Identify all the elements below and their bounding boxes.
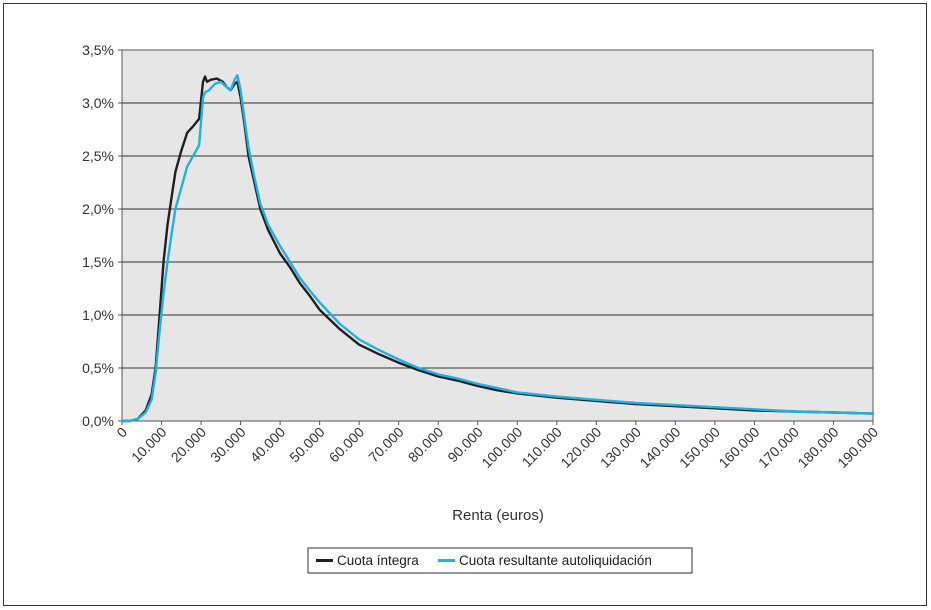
grid-lines <box>122 102 873 369</box>
legend-label-cuota-resultante: Cuota resultante autoliquidación <box>459 553 652 568</box>
y-tick-label: 3,5% <box>82 42 114 58</box>
series-lines <box>120 74 875 423</box>
y-tick-label: 0,5% <box>82 360 114 376</box>
x-axis: 010.00020.00030.00040.00050.00060.00070.… <box>113 421 881 471</box>
x-tick-label: 160.000 <box>715 424 762 471</box>
x-tick-label: 140.000 <box>636 424 683 471</box>
x-tick-label: 100.000 <box>478 424 525 471</box>
x-tick-label: 180.000 <box>794 424 841 471</box>
y-tick-label: 3,0% <box>82 95 114 111</box>
x-axis-title: Renta (euros) <box>452 507 544 524</box>
series-line-1 <box>120 74 875 423</box>
legend-label-cuota-integra: Cuota íntegra <box>337 553 419 568</box>
x-tick-label: 20.000 <box>168 424 210 466</box>
x-tick-label: 80.000 <box>405 424 447 466</box>
legend-box <box>307 547 693 574</box>
x-tick-label: 40.000 <box>247 424 289 466</box>
x-tick-label: 50.000 <box>286 424 328 466</box>
x-tick-label: 190.000 <box>834 424 881 471</box>
y-tick-label: 0,0% <box>82 413 114 429</box>
legend: Cuota íntegra Cuota resultante autoliqui… <box>307 547 693 574</box>
y-axis: 0,0% 0,5% 1,0% 1,5% 2,0% 2,5% 3,0% 3,5% <box>82 42 122 429</box>
x-tick-label: 30.000 <box>207 424 249 466</box>
x-tick-label: 10.000 <box>128 424 170 466</box>
plot-area <box>121 49 874 422</box>
x-tick-label: 120.000 <box>557 424 604 471</box>
x-tick-label: 170.000 <box>755 424 802 471</box>
x-tick-label: 70.000 <box>365 424 407 466</box>
y-tick-label: 2,5% <box>82 148 114 164</box>
y-tick-label: 1,5% <box>82 254 114 270</box>
x-tick-label: 60.000 <box>326 424 368 466</box>
y-tick-label: 1,0% <box>82 307 114 323</box>
x-tick-label: 110.000 <box>519 424 566 471</box>
x-tick-label: 150.000 <box>676 424 723 471</box>
x-tick-label: 130.000 <box>597 424 644 471</box>
y-tick-label: 2,0% <box>82 201 114 217</box>
x-tick-label: 0 <box>113 424 130 441</box>
